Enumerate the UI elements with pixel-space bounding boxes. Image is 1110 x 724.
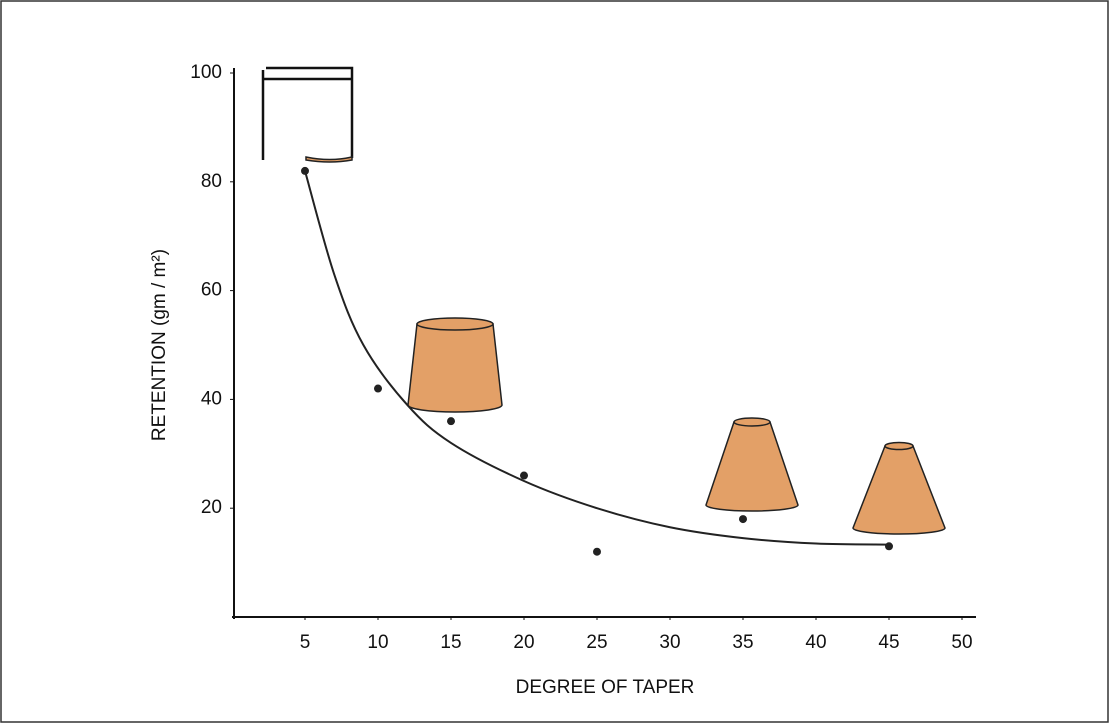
data-point <box>885 542 893 551</box>
x-tick-label: 30 <box>659 632 680 653</box>
x-tick-label: 45 <box>878 632 899 653</box>
x-tick-label: 20 <box>513 632 534 653</box>
x-tick-label: 25 <box>586 632 607 653</box>
y-axis-label: RETENTION (gm / m²) <box>149 249 170 441</box>
x-tick-label: 5 <box>300 632 311 653</box>
data-point <box>374 384 382 393</box>
cone-45-top <box>884 441 914 451</box>
data-point <box>739 515 747 524</box>
x-tick-label: 35 <box>732 632 753 653</box>
x-tick-label: 15 <box>440 632 461 653</box>
y-tick-label: 100 <box>190 62 222 83</box>
y-tick-label: 20 <box>201 497 222 518</box>
data-point <box>520 471 528 480</box>
x-tick-label: 40 <box>805 632 826 653</box>
y-tick-label: 80 <box>201 171 222 192</box>
illustrations <box>261 66 946 535</box>
cone-35 <box>705 421 799 512</box>
data-point <box>593 547 601 556</box>
cone-45 <box>852 445 946 535</box>
data-point <box>447 417 455 426</box>
cone-15 <box>407 323 503 413</box>
cone-35-top <box>733 417 771 427</box>
cylinder-base <box>305 156 353 163</box>
cylinder-outline <box>261 66 354 160</box>
x-axis-label: DEGREE OF TAPER <box>516 677 695 698</box>
y-tick-label: 40 <box>201 388 222 409</box>
fitted-curve <box>304 170 890 546</box>
x-tick-label: 10 <box>367 632 388 653</box>
x-tick-label: 50 <box>951 632 972 653</box>
cone-15-top <box>416 317 494 331</box>
y-tick-label: 60 <box>201 280 222 301</box>
